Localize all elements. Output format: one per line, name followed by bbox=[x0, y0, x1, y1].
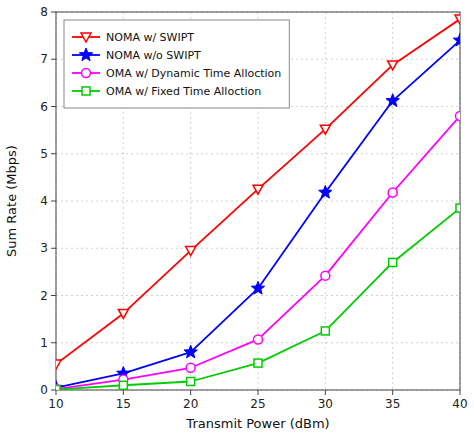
x-tick bbox=[258, 390, 259, 395]
chart: 10 15 20 25 30 35 40 0 1 2 3 4 5 6 7 8 Transmit Power (d… bbox=[0, 0, 474, 438]
legend-marker bbox=[82, 87, 90, 95]
data-point bbox=[253, 185, 263, 194]
y-tick-label: 5 bbox=[40, 147, 48, 161]
x-tick bbox=[190, 390, 191, 395]
x-tick-label: 20 bbox=[183, 397, 198, 411]
x-tick-label: 35 bbox=[385, 397, 400, 411]
grid-line bbox=[56, 153, 460, 154]
data-point bbox=[184, 345, 197, 358]
data bbox=[56, 15, 460, 390]
y-tick bbox=[51, 12, 56, 13]
legend-label: NOMA w/o SWIPT bbox=[106, 49, 201, 62]
grid-line bbox=[56, 248, 460, 249]
legend-label: NOMA w/ SWIPT bbox=[106, 31, 194, 44]
x-tick-label: 15 bbox=[116, 397, 131, 411]
x-tick-label: 30 bbox=[318, 397, 333, 411]
grid-line bbox=[56, 295, 460, 296]
data-point bbox=[388, 61, 398, 70]
y-tick-label: 0 bbox=[40, 383, 48, 397]
y-tick-label: 4 bbox=[40, 194, 48, 208]
data-point bbox=[254, 359, 262, 367]
data-point bbox=[56, 386, 60, 390]
legend-box bbox=[64, 20, 289, 108]
legend-marker bbox=[79, 48, 92, 61]
data-point bbox=[453, 33, 460, 46]
legend: NOMA w/ SWIPT NOMA w/o SWIPT OMA w/ Dynami… bbox=[64, 20, 289, 108]
y-tick bbox=[51, 342, 56, 343]
data-point bbox=[187, 377, 195, 385]
y-tick bbox=[51, 248, 56, 249]
y-axis-label: Sum Rate (Mbps) bbox=[4, 145, 19, 257]
data-point bbox=[456, 111, 461, 120]
x-axis-label: Transmit Power (dBm) bbox=[185, 416, 329, 431]
legend-marker bbox=[82, 69, 91, 78]
x-tick bbox=[460, 390, 461, 395]
series-line bbox=[56, 40, 460, 387]
x-tick-label: 25 bbox=[250, 397, 265, 411]
y-tick bbox=[51, 201, 56, 202]
y-tick-label: 7 bbox=[40, 52, 48, 66]
data-point bbox=[389, 258, 397, 266]
y-tick bbox=[51, 390, 56, 391]
y-tick bbox=[51, 153, 56, 154]
legend-label: OMA w/ Dynamic Time Alloction bbox=[106, 67, 281, 80]
data-point bbox=[251, 281, 264, 294]
x-tick-label: 40 bbox=[452, 397, 467, 411]
series-line bbox=[56, 116, 460, 389]
data-point bbox=[119, 381, 127, 389]
data-point bbox=[456, 204, 460, 212]
data-point bbox=[321, 271, 330, 280]
data-point bbox=[56, 381, 63, 390]
legend-label: OMA w/ Fixed Time Alloction bbox=[106, 85, 261, 98]
data-point bbox=[186, 247, 196, 256]
data-point bbox=[254, 335, 263, 344]
series-line bbox=[56, 19, 460, 364]
x-tick-label: 10 bbox=[48, 397, 63, 411]
x-tick bbox=[56, 390, 57, 395]
grid bbox=[56, 12, 460, 390]
legend-marker bbox=[81, 33, 91, 42]
grid-line bbox=[56, 201, 460, 202]
x-tick bbox=[325, 390, 326, 395]
y-tick-label: 3 bbox=[40, 241, 48, 255]
data-point bbox=[319, 186, 332, 199]
data-point bbox=[320, 125, 330, 134]
plot-area bbox=[56, 12, 460, 390]
y-tick bbox=[51, 295, 56, 296]
data-point bbox=[455, 15, 460, 24]
y-tick bbox=[51, 59, 56, 60]
plot-frame bbox=[56, 12, 460, 390]
data-point bbox=[186, 363, 195, 372]
data-point bbox=[56, 385, 61, 390]
axes: 10 15 20 25 30 35 40 0 1 2 3 4 5 6 7 8 bbox=[40, 5, 467, 411]
y-tick-label: 2 bbox=[40, 289, 48, 303]
y-tick-label: 8 bbox=[40, 5, 48, 19]
data-point bbox=[321, 327, 329, 335]
data-point bbox=[56, 360, 61, 369]
y-tick-label: 6 bbox=[40, 100, 48, 114]
data-point bbox=[386, 94, 399, 107]
x-tick bbox=[123, 390, 124, 395]
y-tick bbox=[51, 106, 56, 107]
series-line bbox=[56, 208, 460, 389]
data-point bbox=[118, 309, 128, 318]
y-tick-label: 1 bbox=[40, 336, 48, 350]
data-point bbox=[388, 188, 397, 197]
x-tick bbox=[392, 390, 393, 395]
